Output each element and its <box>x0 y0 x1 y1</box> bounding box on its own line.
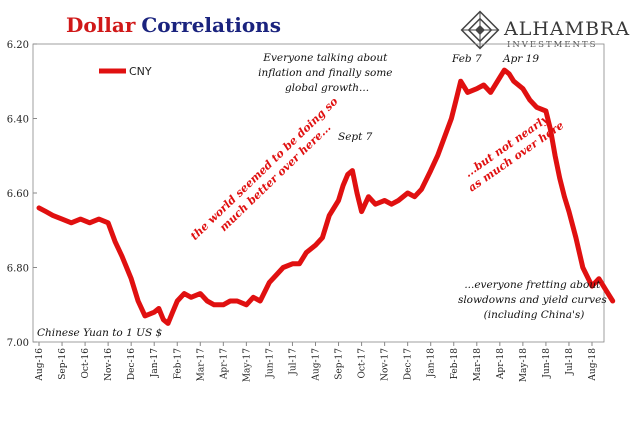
x-tick-label: Aug-16 <box>35 348 45 382</box>
annotation-world: the world seemed to be doing so much bet… <box>188 92 353 253</box>
annotation-fretting: ...everyone fretting about slowdowns and… <box>458 279 610 321</box>
x-tick-label: Jan-18 <box>427 348 437 379</box>
brand-sub: INVESTMENTS <box>507 40 597 50</box>
x-tick-label: Jul-18 <box>565 348 575 376</box>
annotation-not-nearly: ...but not nearly as much over here <box>458 107 566 195</box>
corner-label: Chinese Yuan to 1 US $ <box>37 327 162 339</box>
x-tick-label: Feb-17 <box>173 348 183 380</box>
y-tick-label: 6.20 <box>7 40 29 51</box>
x-tick-label: May-17 <box>242 348 252 382</box>
legend-label: CNY <box>129 65 152 78</box>
chart-title: Dollar Correlations <box>66 13 281 37</box>
x-tick-label: Jun-17 <box>265 348 275 379</box>
x-tick-label: Feb-18 <box>450 348 460 380</box>
logo-mark-icon <box>460 10 500 50</box>
x-axis: Aug-16 Sep-16 Oct-16 Nov-16 Dec-16 Jan-17 Feb-… <box>35 342 598 382</box>
annotation-top: Everyone talking about inflation and fin… <box>258 52 396 94</box>
chart-title-part1: Dollar <box>66 13 136 37</box>
x-tick-label: Jan-17 <box>150 348 160 379</box>
x-tick-label: Aug-17 <box>312 348 322 382</box>
x-tick-label: Dec-17 <box>404 348 414 380</box>
x-tick-label: Oct-17 <box>358 348 368 379</box>
annotation-sept7: Sept 7 <box>338 131 373 143</box>
chart-title-part2: Correlations <box>141 13 281 37</box>
legend: CNY <box>99 65 152 78</box>
series-line-cny <box>36 67 616 326</box>
x-tick-label: May-18 <box>519 348 529 382</box>
alhambra-logo: ALHAMBRA INVESTMENTS <box>460 10 630 50</box>
annotation-feb7: Feb 7 <box>451 53 482 65</box>
svg-text:...but not nearly as m: ...but not nearly as much over here <box>458 107 566 194</box>
y-tick-label: 6.40 <box>7 115 29 126</box>
y-axis: 6.20 6.40 6.60 6.80 7.00 <box>7 40 37 349</box>
y-tick-label: 6.60 <box>7 189 29 200</box>
svg-text:the world seemed to be doing s: the world seemed to be doing so much bet… <box>188 92 353 253</box>
x-tick-label: Dec-16 <box>127 348 137 380</box>
annotation-apr19: Apr 19 <box>502 53 539 65</box>
x-tick-label: Sep-17 <box>335 348 345 380</box>
brand-name: ALHAMBRA <box>503 18 630 40</box>
x-tick-label: Oct-16 <box>81 348 91 379</box>
x-tick-label: Apr-17 <box>219 348 229 380</box>
x-tick-label: Apr-18 <box>496 348 506 380</box>
y-tick-label: 7.00 <box>7 338 29 349</box>
x-tick-label: Sep-16 <box>58 348 68 380</box>
x-tick-label: Nov-16 <box>104 348 114 381</box>
x-tick-label: Mar-18 <box>473 348 483 382</box>
x-tick-label: Mar-17 <box>196 348 206 382</box>
y-tick-label: 6.80 <box>7 264 29 275</box>
x-tick-label: Nov-17 <box>381 348 391 381</box>
x-tick-label: Jun-18 <box>542 348 552 379</box>
x-tick-label: Jul-17 <box>288 348 298 376</box>
x-tick-label: Aug-18 <box>588 348 598 382</box>
